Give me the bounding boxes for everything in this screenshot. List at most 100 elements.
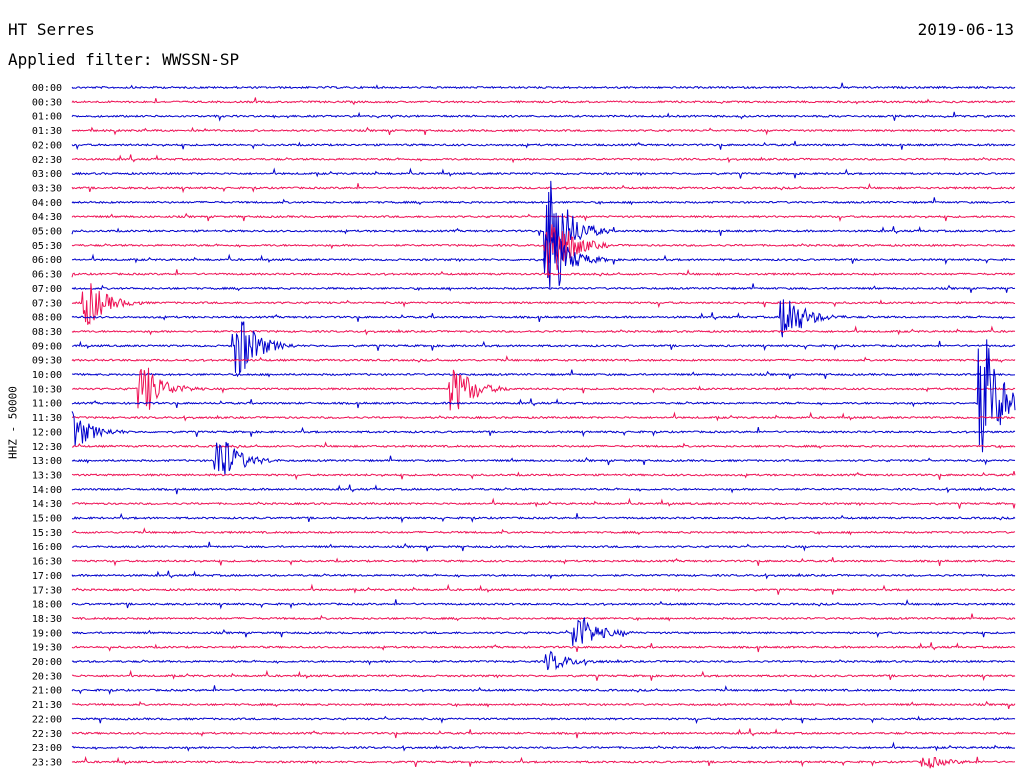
row-time-label: 03:30 <box>32 183 62 194</box>
trace-line <box>71 699 1016 710</box>
trace-line <box>71 484 1016 495</box>
trace-line <box>71 299 1016 338</box>
trace-line <box>71 583 1015 595</box>
row-time-label: 11:30 <box>32 413 62 424</box>
trace-line <box>71 570 1016 580</box>
station-title: HT Serres <box>8 20 95 39</box>
row-time-label: 19:00 <box>32 628 62 639</box>
row-time-label: 18:30 <box>32 614 62 625</box>
trace-line <box>71 182 1016 194</box>
trace-line <box>71 339 1016 453</box>
trace-line <box>71 715 1016 725</box>
row-time-label: 08:30 <box>32 327 62 338</box>
row-time-label: 00:30 <box>32 97 62 108</box>
trace-line <box>71 617 1016 646</box>
trace-line <box>71 741 1016 752</box>
date-label: 2019-06-13 <box>917 20 1014 39</box>
trace-line <box>71 180 1016 279</box>
trace-line <box>71 82 1016 90</box>
trace-line <box>71 126 1016 136</box>
row-time-label: 04:00 <box>32 198 62 209</box>
trace-line <box>71 283 1016 325</box>
row-time-label: 07:30 <box>32 298 62 309</box>
trace-line <box>71 685 1016 696</box>
trace-line <box>71 97 1016 106</box>
row-time-label: 06:00 <box>32 255 62 266</box>
row-time-label: 17:30 <box>32 585 62 596</box>
row-time-label: 01:00 <box>32 112 62 123</box>
row-time-label: 05:00 <box>32 227 62 238</box>
row-time-label: 02:00 <box>32 140 62 151</box>
row-time-label: 07:00 <box>32 284 62 295</box>
row-time-label: 05:30 <box>32 241 62 252</box>
row-time-label: 04:30 <box>32 212 62 223</box>
row-time-label: 12:00 <box>32 427 62 438</box>
trace-line <box>71 541 1016 552</box>
trace-line <box>71 212 1016 222</box>
row-time-label: 11:00 <box>32 399 62 410</box>
row-time-label: 15:30 <box>32 528 62 539</box>
trace-line <box>71 557 1016 567</box>
row-time-label: 15:00 <box>32 514 62 525</box>
trace-line <box>71 512 1016 524</box>
trace-line <box>71 369 1015 380</box>
trace-line <box>71 355 1016 363</box>
row-time-label: 19:30 <box>32 643 62 654</box>
trace-line <box>71 411 1016 447</box>
row-time-label: 14:00 <box>32 485 62 496</box>
row-time-label: 21:00 <box>32 686 62 697</box>
row-time-label: 08:00 <box>32 313 62 324</box>
row-time-label: 16:00 <box>32 542 62 553</box>
row-time-label: 20:00 <box>32 657 62 668</box>
trace-line <box>71 470 1016 481</box>
trace-line <box>71 140 1016 151</box>
row-time-label: 10:30 <box>32 384 62 395</box>
row-time-label: 10:00 <box>32 370 62 381</box>
row-time-label: 06:30 <box>32 270 62 281</box>
row-time-label: 23:00 <box>32 743 62 754</box>
row-time-label: 16:30 <box>32 557 62 568</box>
row-time-label: 13:00 <box>32 456 62 467</box>
trace-line <box>71 411 1016 422</box>
row-time-label: 21:30 <box>32 700 62 711</box>
row-time-label: 17:00 <box>32 571 62 582</box>
row-time-label: 13:30 <box>32 470 62 481</box>
row-time-label: 22:00 <box>32 714 62 725</box>
row-time-label: 09:00 <box>32 341 62 352</box>
trace-line <box>71 642 1016 653</box>
row-time-label: 00:00 <box>32 83 62 94</box>
trace-line <box>71 154 1016 164</box>
trace-line <box>71 650 1016 671</box>
filter-label: Applied filter: WWSSN-SP <box>8 50 240 69</box>
trace-line <box>71 755 1016 769</box>
trace-line <box>71 441 1016 450</box>
trace-line <box>71 224 1016 278</box>
trace-line <box>71 367 1016 411</box>
trace-line <box>71 598 1016 610</box>
row-time-label: 22:30 <box>32 729 62 740</box>
row-time-label: 20:30 <box>32 671 62 682</box>
trace-line <box>71 197 1016 206</box>
trace-line <box>71 111 1016 122</box>
trace-line <box>71 325 1016 336</box>
row-time-label: 01:30 <box>32 126 62 137</box>
row-time-label: 14:30 <box>32 499 62 510</box>
trace-line <box>71 321 1016 375</box>
trace-line <box>71 613 1016 622</box>
row-time-label: 23:30 <box>32 757 62 768</box>
trace-line <box>71 728 1016 739</box>
trace-line <box>71 527 1016 536</box>
row-time-label: 03:00 <box>32 169 62 180</box>
trace-line <box>71 167 1016 179</box>
row-time-label: 02:30 <box>32 155 62 166</box>
row-time-label: 12:30 <box>32 442 62 453</box>
trace-line <box>71 497 1016 509</box>
trace-line <box>71 441 1016 476</box>
trace-line <box>71 232 1016 289</box>
trace-line <box>71 669 1016 682</box>
trace-line <box>71 269 1016 278</box>
trace-line <box>71 283 1016 293</box>
row-time-label: 09:30 <box>32 356 62 367</box>
row-time-label: 18:00 <box>32 600 62 611</box>
